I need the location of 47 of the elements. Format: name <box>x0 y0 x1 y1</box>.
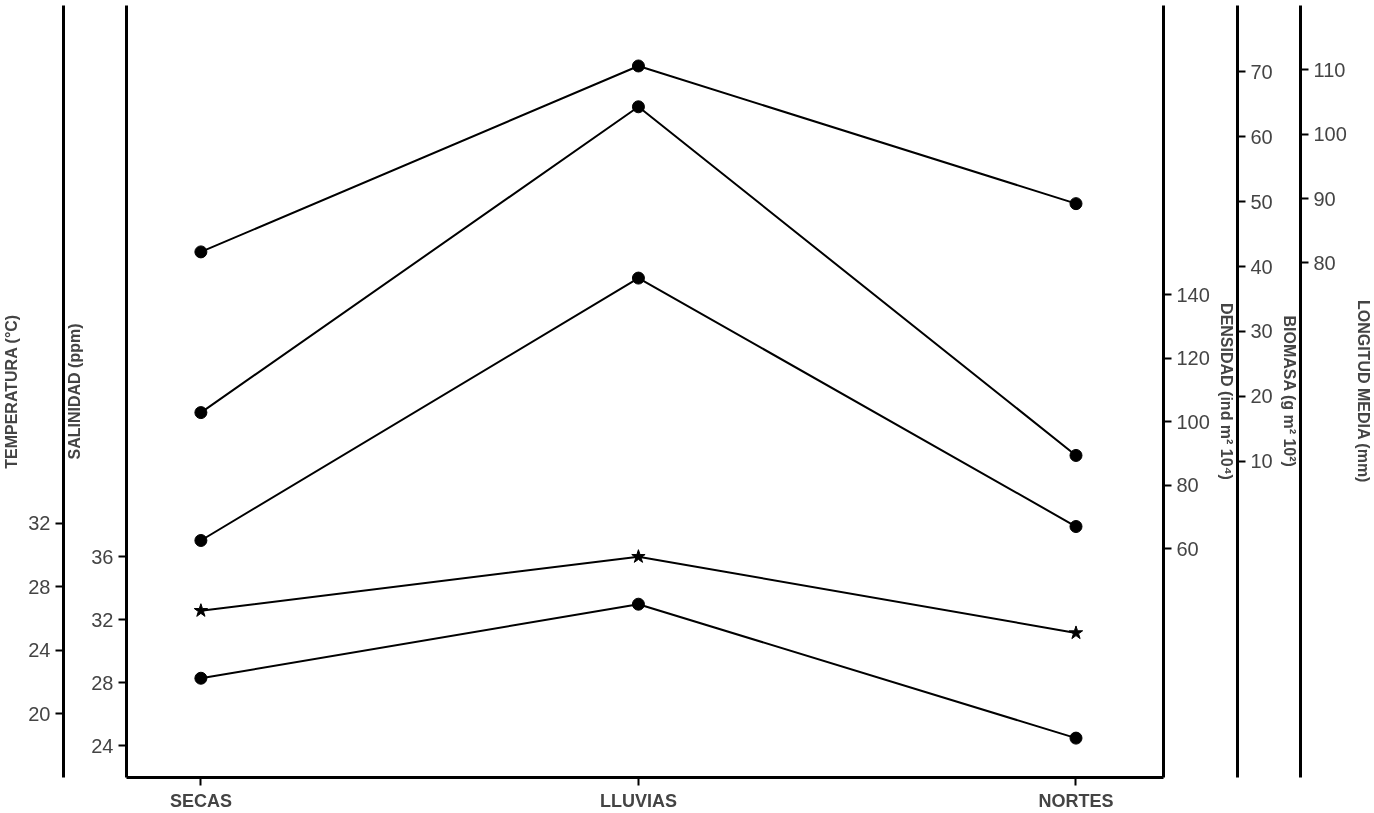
point <box>1069 448 1083 462</box>
point <box>194 534 208 547</box>
point <box>1069 520 1083 534</box>
y2-axis-title: LONGITUD MEDIA (mm) <box>1354 299 1372 483</box>
y-tick-label: 32 <box>91 608 114 631</box>
point <box>631 549 646 563</box>
x-tick-label: NORTES <box>1038 790 1114 811</box>
y-tick-label: 36 <box>91 545 114 568</box>
y2-tick-label: 110 <box>1313 58 1346 81</box>
y-tick-label: 20 <box>1250 385 1273 408</box>
y-tick-label: 50 <box>1250 190 1273 213</box>
y2-tick-label: 32 <box>28 512 51 535</box>
y2-tick-label: 28 <box>28 575 51 598</box>
y-tick-label: 10 <box>1250 450 1273 473</box>
y3-tick-label: 140 <box>1176 283 1210 306</box>
y-axis-title: SALINIDAD (ppm) <box>66 323 84 460</box>
point <box>1069 197 1083 211</box>
y2-axis-title: TEMPERATURA (°C) <box>3 314 21 469</box>
y3-tick-label: 80 <box>1176 474 1199 497</box>
point <box>1069 731 1083 745</box>
y-tick-label: 24 <box>91 734 114 757</box>
y-tick-label: 60 <box>1250 125 1273 148</box>
y-tick-label: 40 <box>1250 255 1273 278</box>
y3-tick-label: 120 <box>1176 347 1210 370</box>
x-tick-label: LLUVIAS <box>599 790 677 811</box>
point <box>631 100 645 114</box>
y2-tick-label: 80 <box>1313 251 1336 274</box>
y3-tick-label: 60 <box>1176 537 1199 560</box>
y3-tick-label: 100 <box>1176 410 1210 433</box>
y2-tick-label: 20 <box>28 702 51 725</box>
y-tick-label: 28 <box>91 671 114 694</box>
y2-tick-label: 90 <box>1313 187 1336 210</box>
point <box>631 597 645 611</box>
y3-axis-title: DENSIDAD (ind m² 10⁴) <box>1217 303 1235 480</box>
point <box>193 603 209 617</box>
y-tick-label: 30 <box>1250 320 1273 343</box>
point <box>194 245 208 259</box>
y-axis-title: BIOMASA (g m² 10²) <box>1280 315 1298 467</box>
point <box>1068 625 1084 640</box>
x-tick-label: SECAS <box>169 790 232 811</box>
point <box>194 671 208 685</box>
point <box>194 406 208 420</box>
y2-tick-label: 100 <box>1313 123 1347 146</box>
y2-tick-label: 24 <box>28 639 51 662</box>
y-tick-label: 70 <box>1250 60 1273 83</box>
point <box>631 271 645 285</box>
point <box>631 59 645 73</box>
